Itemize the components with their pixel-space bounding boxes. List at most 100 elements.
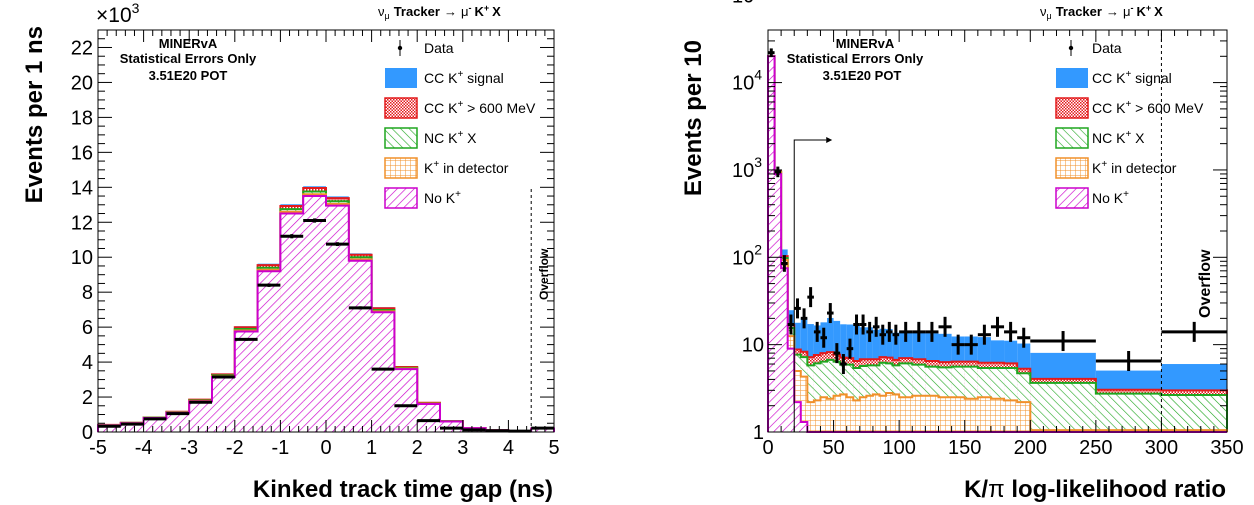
y-tick-label: 8 [82, 282, 93, 304]
bar [774, 173, 782, 432]
legend-swatch [1055, 127, 1089, 149]
bar [800, 376, 808, 432]
data-point [120, 422, 144, 426]
layer-outline [767, 55, 1228, 432]
data-point [938, 316, 952, 337]
x-tick-label: 0 [762, 437, 773, 459]
data-point [348, 306, 372, 310]
data-point [212, 375, 235, 379]
layer-outline [767, 55, 1228, 432]
y-tick-label: 2 [82, 387, 93, 409]
legend-swatch [385, 68, 417, 88]
legend-label: NC K+ X [424, 129, 477, 146]
data-point [846, 338, 854, 359]
y-tick-label: 104 [732, 67, 762, 95]
data-point [257, 283, 281, 287]
data-point [394, 404, 418, 408]
data-point [951, 334, 965, 355]
x-tick-label: 350 [1210, 437, 1243, 459]
legend-entry-nc: NC K+ X [384, 127, 477, 149]
data-point [280, 234, 304, 239]
data-point [326, 242, 349, 247]
legend-entry-cc-signal: CC K+ signal [385, 68, 504, 88]
bar [794, 402, 801, 432]
data-point [1030, 331, 1096, 352]
bar [820, 397, 828, 432]
legend-entry-in-detector: K+ in detector [384, 157, 509, 179]
right-chart: νμ Tracker → μ- K+ X 0 50 100 150 200 250 300 350 1 10… [680, 0, 1244, 503]
data-point [1161, 321, 1227, 342]
x-axis-label: K/π log-likelihood ratio [964, 476, 1226, 503]
bar [371, 312, 395, 432]
y-tick-label: 6 [82, 317, 93, 339]
y-tick-label: 10 [742, 335, 764, 357]
legend-entry-cc-signal: CC K+ signal [1056, 68, 1172, 88]
y-axis-label: Events per 1 ns [21, 26, 48, 203]
bar [531, 428, 554, 432]
legend-label: CC K+ signal [424, 69, 504, 86]
legend-label: NC K+ X [1092, 129, 1145, 146]
overflow-label: Overflow [537, 248, 551, 300]
bar [899, 397, 913, 432]
y-tick-label: 10 [71, 247, 93, 269]
y-tick-label: 22 [71, 37, 93, 59]
legend-entry-no-k: No K+ [1055, 187, 1129, 209]
bar [800, 422, 808, 432]
bar [189, 401, 212, 432]
y-tick-label: 4 [82, 352, 93, 374]
y-tick-label: 12 [71, 212, 93, 234]
bar [925, 395, 939, 432]
legend-label: No K+ [1092, 189, 1129, 206]
bar [938, 397, 952, 432]
bar [257, 271, 281, 432]
chart-title: νμ Tracker → μ- K+ X [1040, 3, 1163, 21]
data-point [899, 321, 913, 342]
y-axis-label: Events per 10 [680, 40, 707, 196]
y-tick-label: 16 [71, 142, 93, 164]
bar [853, 400, 860, 432]
cut-marker-arrow [793, 139, 827, 432]
bar [846, 397, 854, 432]
x-tick-label: 2 [412, 437, 423, 459]
layer-no-k [97, 195, 555, 432]
data-point [964, 334, 978, 355]
bar [120, 423, 144, 432]
x-tick-label: 300 [1145, 437, 1178, 459]
y-tick-label: 18 [71, 107, 93, 129]
legend-label: CC K+ > 600 MeV [1092, 99, 1204, 116]
x-tick-label: 0 [320, 437, 331, 459]
legend-swatch [384, 97, 418, 119]
bar [1030, 382, 1096, 432]
bar [990, 398, 1005, 432]
data-point [859, 314, 867, 335]
bar [1004, 400, 1018, 432]
experiment-label: MINERvA [836, 36, 895, 51]
bar [951, 397, 965, 432]
legend-entry-cc-high: CC K+ > 600 MeV [1055, 97, 1204, 119]
errors-label: Statistical Errors Only [787, 51, 924, 66]
bar [326, 205, 349, 432]
data-point [774, 166, 782, 178]
legend-entry-no-k: No K+ [384, 187, 461, 209]
bar [98, 425, 121, 432]
bar [886, 392, 893, 432]
x-tick-label: 4 [503, 437, 514, 459]
legend-entry-data: Data [1068, 40, 1122, 56]
legend-swatch [384, 127, 418, 149]
bar [827, 398, 834, 432]
bar [964, 398, 978, 432]
y-tick-label: 105 [732, 0, 762, 7]
bar [879, 395, 887, 432]
legend-swatch [1055, 187, 1089, 209]
legend-entry-data: Data [397, 40, 454, 56]
bar [787, 348, 795, 432]
data-point [892, 324, 900, 345]
pot-label: 3.51E20 POT [149, 68, 228, 83]
legend-label: No K+ [424, 189, 461, 206]
x-tick-label: -3 [180, 437, 198, 459]
bar [348, 260, 372, 432]
x-tick-label: -2 [226, 437, 244, 459]
bar [280, 213, 304, 432]
axes: 0 50 100 150 200 250 300 350 1 10 102 103 104 105 [732, 0, 1244, 459]
bar [1095, 393, 1162, 432]
